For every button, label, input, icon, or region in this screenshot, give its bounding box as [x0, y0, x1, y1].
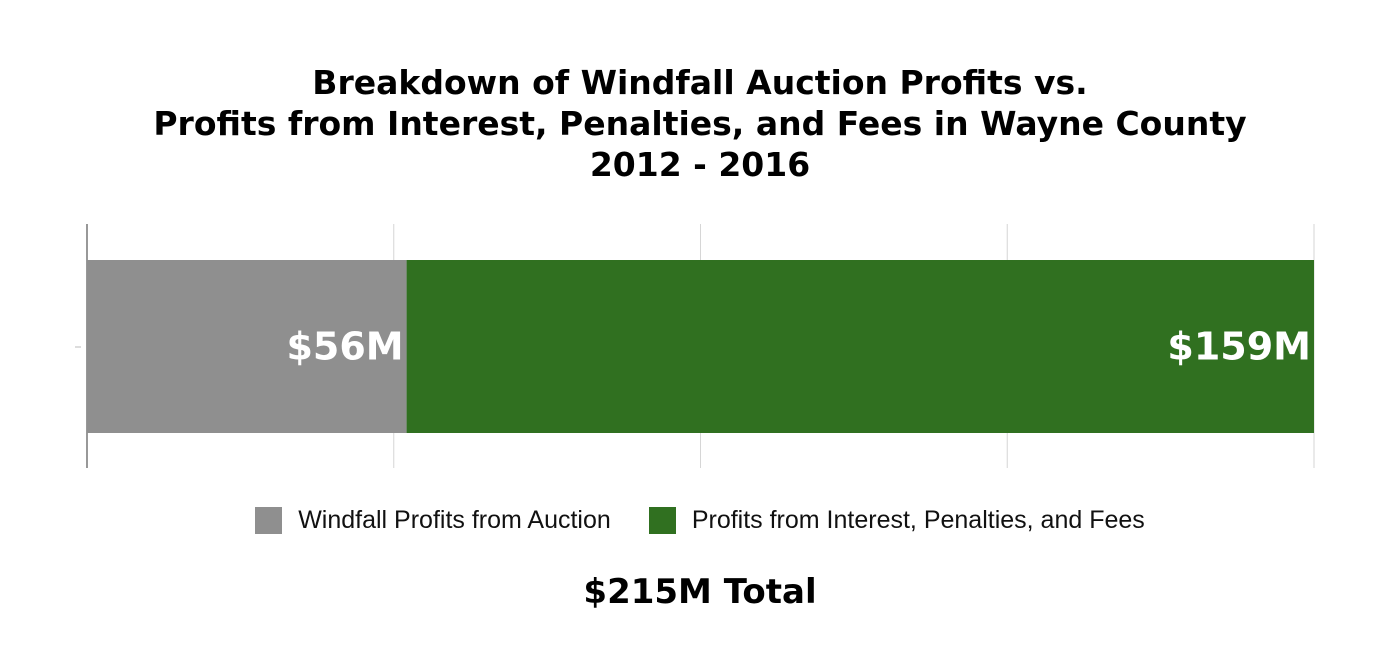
- legend-item-interest-fees: Profits from Interest, Penalties, and Fe…: [648, 506, 1145, 535]
- bar-label-windfall: $56M: [286, 325, 403, 369]
- legend-item-windfall: Windfall Profits from Auction: [255, 506, 611, 535]
- chart-legend: Windfall Profits from Auction Profits fr…: [0, 506, 1400, 535]
- chart-title: Breakdown of Windfall Auction Profits vs…: [0, 62, 1400, 185]
- chart-title-line-2: Profits from Interest, Penalties, and Fe…: [153, 104, 1247, 143]
- legend-label-windfall: Windfall Profits from Auction: [298, 506, 611, 534]
- legend-swatch-windfall: [255, 507, 283, 534]
- legend-swatch-interest-fees: [648, 507, 676, 534]
- legend-label-interest-fees: Profits from Interest, Penalties, and Fe…: [691, 506, 1145, 534]
- chart-title-line-1: Breakdown of Windfall Auction Profits vs…: [312, 63, 1088, 102]
- chart-title-line-3: 2012 - 2016: [589, 145, 811, 184]
- bar-label-interest-fees: $159M: [1167, 325, 1311, 369]
- bar-segment-windfall: [87, 260, 407, 433]
- bar-segment-interest-fees: [406, 260, 1314, 433]
- total-label: $215M Total: [583, 572, 817, 612]
